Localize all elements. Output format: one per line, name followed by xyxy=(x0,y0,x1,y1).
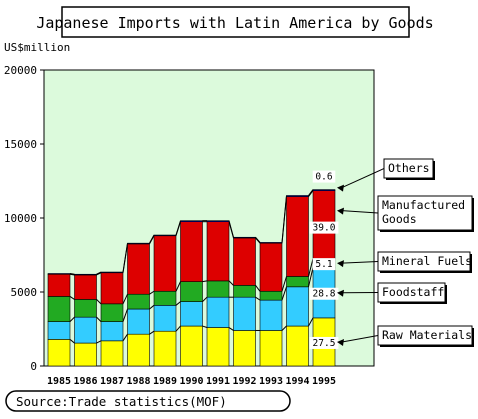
bar-segment xyxy=(181,221,203,222)
x-tick-label: 1995 xyxy=(312,376,336,387)
y-tick-label: 15000 xyxy=(4,138,37,151)
bar-segment xyxy=(75,343,97,366)
bar-segment xyxy=(154,236,176,292)
bar-segment xyxy=(260,291,282,300)
x-tick-label: 1991 xyxy=(206,376,230,387)
bar-segment xyxy=(154,331,176,366)
bar-segment xyxy=(75,317,97,343)
pct-label: 28.8 xyxy=(313,289,336,300)
bar-segment xyxy=(207,281,229,297)
x-tick-label: 1987 xyxy=(100,376,124,387)
bar-segment xyxy=(260,242,282,243)
source-note: Source:Trade statistics(MOF) xyxy=(16,394,227,409)
bar-segment xyxy=(101,273,123,304)
bar-segment xyxy=(75,274,97,275)
bar-segment xyxy=(48,274,70,275)
bar-segment xyxy=(48,322,70,340)
y-axis: 0 5000 10000 15000 20000 xyxy=(4,64,44,373)
bar-segment xyxy=(154,305,176,331)
legend-label: Foodstaff xyxy=(382,285,444,299)
bar-segment xyxy=(128,334,150,366)
bar-segment xyxy=(101,322,123,341)
legend-label-line: Goods xyxy=(382,212,417,226)
bar-segment xyxy=(154,235,176,236)
x-tick-label: 1989 xyxy=(153,376,177,387)
bar-segment xyxy=(260,243,282,291)
chart-title: Japanese Imports with Latin America by G… xyxy=(36,14,433,32)
y-tick-label: 0 xyxy=(30,360,37,373)
bar-segment xyxy=(181,326,203,366)
y-tick-label: 10000 xyxy=(4,212,37,225)
pct-label: 39.0 xyxy=(313,223,336,234)
bar-segment xyxy=(234,330,256,366)
bar-segment xyxy=(260,330,282,366)
bar-segment xyxy=(313,190,335,191)
bar-segment xyxy=(75,299,97,317)
bar-segment xyxy=(101,341,123,366)
bar-segment xyxy=(207,221,229,222)
legend-label: Others xyxy=(388,161,430,175)
bar-segment xyxy=(128,244,150,294)
bar-segment xyxy=(234,285,256,297)
bar-segment xyxy=(287,287,309,326)
bar-segment xyxy=(154,291,176,305)
bar-segment xyxy=(48,296,70,321)
bar-segment xyxy=(287,326,309,366)
x-tick-label: 1986 xyxy=(73,376,97,387)
bar-segment xyxy=(287,196,309,197)
bar-segment xyxy=(234,297,256,330)
bar-segment xyxy=(181,282,203,302)
bar-segment xyxy=(207,222,229,281)
bar-segment xyxy=(207,297,229,327)
x-tick-label: 1992 xyxy=(232,376,256,387)
bar-segment xyxy=(128,309,150,334)
pct-label: 0.6 xyxy=(315,172,332,183)
bar-segment xyxy=(234,238,256,285)
bar-segment xyxy=(128,294,150,309)
bar-segment xyxy=(48,339,70,366)
bar-segment xyxy=(287,276,309,286)
bar-segment xyxy=(75,275,97,299)
legend-label-line: Manufactured xyxy=(382,198,465,212)
y-tick-label: 5000 xyxy=(11,286,38,299)
bar-segment xyxy=(234,237,256,238)
bar-segment xyxy=(101,272,123,273)
bar-segment xyxy=(260,300,282,330)
bar-segment xyxy=(287,197,309,277)
x-tick-label: 1990 xyxy=(179,376,203,387)
bar-segment xyxy=(101,304,123,322)
bar-segment xyxy=(48,274,70,296)
bar-segment xyxy=(181,222,203,282)
bar-segment xyxy=(207,328,229,366)
y-unit-label: US$million xyxy=(4,41,70,54)
pct-label: 5.1 xyxy=(315,259,332,270)
x-tick-label: 1993 xyxy=(259,376,283,387)
x-tick-label: 1988 xyxy=(126,376,150,387)
y-tick-label: 20000 xyxy=(4,64,37,77)
bar-segment xyxy=(181,302,203,326)
legend-label: Raw Materials xyxy=(382,328,472,342)
bar-segment xyxy=(128,243,150,244)
x-tick-label: 1994 xyxy=(285,376,309,387)
legend-label: Mineral Fuels xyxy=(382,254,472,268)
x-tick-label: 1985 xyxy=(47,376,71,387)
pct-label: 27.5 xyxy=(313,338,336,349)
